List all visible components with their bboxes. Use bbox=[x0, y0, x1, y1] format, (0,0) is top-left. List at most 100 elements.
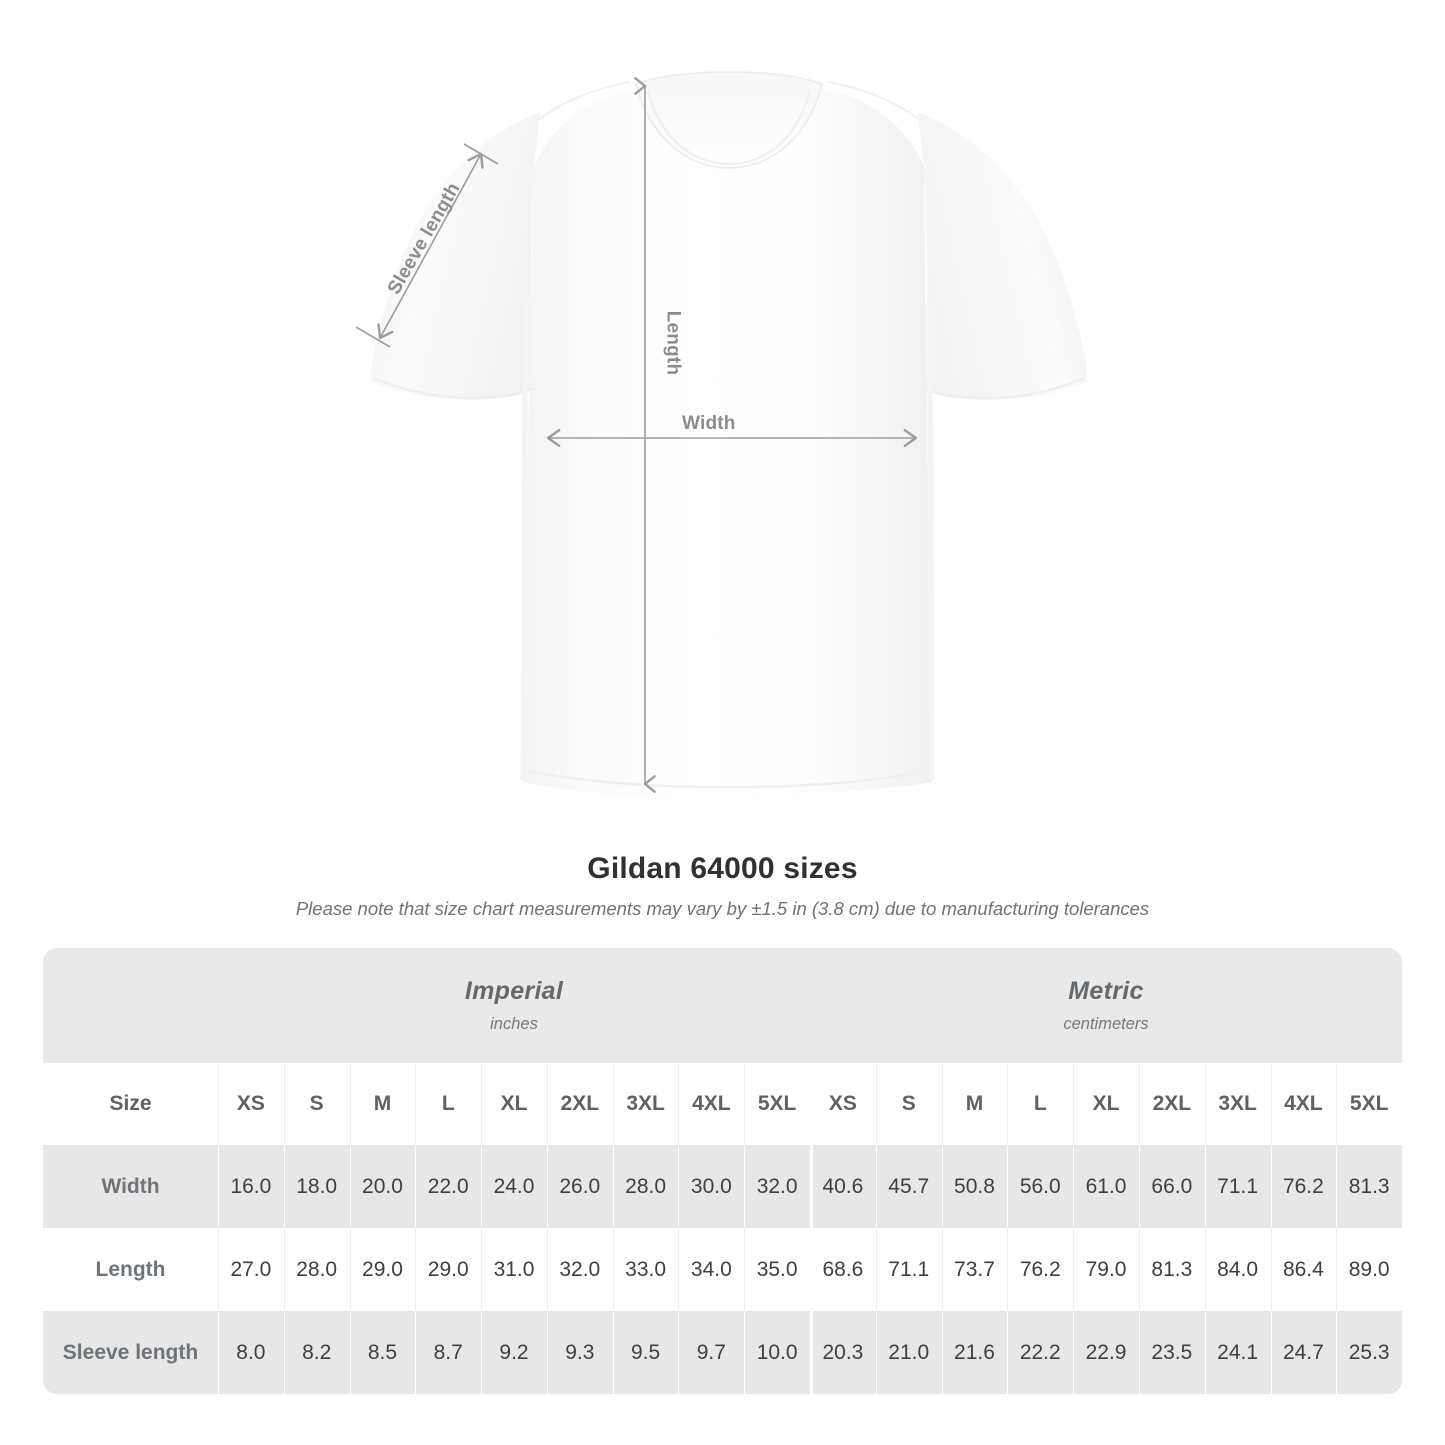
table-header-row: Size XS S M L XL 2XL 3XL 4XL 5XL XS S M … bbox=[43, 1063, 1403, 1145]
unit-sub-metric: centimeters bbox=[1063, 1015, 1149, 1033]
size-table-grid: Size XS S M L XL 2XL 3XL 4XL 5XL XS S M … bbox=[43, 1063, 1403, 1394]
cell-width-metric-xs: 40.6 bbox=[810, 1145, 876, 1228]
column-header-metric-xl: XL bbox=[1073, 1063, 1139, 1145]
cell-width-metric-4xl: 76.2 bbox=[1270, 1145, 1337, 1228]
cell-length-metric-2xl: 81.3 bbox=[1138, 1228, 1205, 1311]
column-header-metric-m: M bbox=[941, 1063, 1008, 1145]
cell-sleeve-metric-xs: 20.3 bbox=[810, 1311, 876, 1394]
column-header-metric-3xl: 3XL bbox=[1204, 1063, 1271, 1145]
cell-sleeve-metric-4xl: 24.7 bbox=[1270, 1311, 1337, 1394]
sleeve-dimension-line bbox=[355, 143, 499, 348]
tolerance-note: Please note that size chart measurements… bbox=[295, 898, 1150, 919]
row-label-length: Length bbox=[43, 1228, 218, 1311]
cell-length-imperial-s: 28.0 bbox=[283, 1228, 350, 1311]
cell-width-imperial-l: 22.0 bbox=[415, 1145, 482, 1228]
cell-sleeve-metric-m: 21.6 bbox=[941, 1311, 1008, 1394]
cell-sleeve-imperial-m: 8.5 bbox=[349, 1311, 416, 1394]
table-row-sleeve-length: Sleeve length 8.0 8.2 8.5 8.7 9.2 9.3 9.… bbox=[43, 1311, 1403, 1394]
cell-sleeve-metric-l: 22.2 bbox=[1007, 1311, 1074, 1394]
cell-sleeve-imperial-xl: 9.2 bbox=[481, 1311, 547, 1394]
cell-width-metric-5xl: 81.3 bbox=[1336, 1145, 1403, 1228]
cell-length-imperial-m: 29.0 bbox=[349, 1228, 416, 1311]
column-header-metric-4xl: 4XL bbox=[1270, 1063, 1337, 1145]
cell-sleeve-imperial-xs: 8.0 bbox=[218, 1311, 284, 1394]
cell-length-imperial-2xl: 32.0 bbox=[546, 1228, 613, 1311]
page-title: Gildan 64000 sizes bbox=[587, 852, 858, 885]
column-header-imperial-4xl: 4XL bbox=[678, 1063, 745, 1145]
cell-sleeve-imperial-3xl: 9.5 bbox=[612, 1311, 679, 1394]
cell-sleeve-metric-3xl: 24.1 bbox=[1204, 1311, 1271, 1394]
column-header-imperial-xl: XL bbox=[481, 1063, 547, 1145]
cell-length-metric-m: 73.7 bbox=[941, 1228, 1008, 1311]
cell-sleeve-metric-5xl: 25.3 bbox=[1336, 1311, 1403, 1394]
cell-width-metric-xl: 61.0 bbox=[1073, 1145, 1139, 1228]
width-label: Width bbox=[682, 413, 736, 434]
column-header-imperial-l: L bbox=[415, 1063, 482, 1145]
cell-width-imperial-2xl: 26.0 bbox=[546, 1145, 613, 1228]
unit-systems-band: Imperial inches Metric centimeters bbox=[43, 948, 1402, 1063]
cell-width-imperial-xl: 24.0 bbox=[481, 1145, 547, 1228]
tshirt-measurement-diagram: Sleeve length Length Width bbox=[355, 71, 1087, 796]
table-row-width: Width 16.0 18.0 20.0 22.0 24.0 26.0 28.0… bbox=[43, 1145, 1403, 1228]
cell-sleeve-imperial-5xl: 10.0 bbox=[744, 1311, 811, 1394]
cell-width-imperial-3xl: 28.0 bbox=[612, 1145, 679, 1228]
column-header-imperial-3xl: 3XL bbox=[612, 1063, 679, 1145]
unit-band-spacer bbox=[43, 948, 218, 1063]
cell-length-metric-5xl: 89.0 bbox=[1336, 1228, 1403, 1311]
cell-sleeve-imperial-s: 8.2 bbox=[283, 1311, 350, 1394]
tshirt-collar bbox=[635, 71, 823, 169]
cell-length-imperial-3xl: 33.0 bbox=[612, 1228, 679, 1311]
cell-sleeve-imperial-2xl: 9.3 bbox=[546, 1311, 613, 1394]
cell-width-imperial-s: 18.0 bbox=[283, 1145, 350, 1228]
cell-length-metric-xs: 68.6 bbox=[810, 1228, 876, 1311]
column-header-size: Size bbox=[43, 1063, 218, 1145]
cell-length-imperial-xl: 31.0 bbox=[481, 1228, 547, 1311]
cell-width-metric-3xl: 71.1 bbox=[1204, 1145, 1271, 1228]
cell-sleeve-metric-xl: 22.9 bbox=[1073, 1311, 1139, 1394]
row-label-sleeve-length: Sleeve length bbox=[43, 1311, 218, 1394]
cell-width-metric-m: 50.8 bbox=[941, 1145, 1008, 1228]
row-label-width: Width bbox=[43, 1145, 218, 1228]
column-header-imperial-5xl: 5XL bbox=[744, 1063, 811, 1145]
cell-width-metric-2xl: 66.0 bbox=[1138, 1145, 1205, 1228]
size-chart-table: Imperial inches Metric centimeters Size … bbox=[43, 948, 1403, 1394]
cell-width-imperial-m: 20.0 bbox=[349, 1145, 416, 1228]
unit-name-imperial: Imperial bbox=[464, 977, 564, 1005]
column-header-imperial-m: M bbox=[349, 1063, 416, 1145]
column-header-metric-s: S bbox=[875, 1063, 942, 1145]
cell-sleeve-metric-s: 21.0 bbox=[875, 1311, 942, 1394]
unit-section-metric: Metric centimeters bbox=[810, 948, 1402, 1063]
column-header-metric-l: L bbox=[1007, 1063, 1074, 1145]
unit-section-imperial: Imperial inches bbox=[218, 948, 810, 1063]
cell-length-metric-xl: 79.0 bbox=[1073, 1228, 1139, 1311]
column-header-metric-xs: XS bbox=[810, 1063, 876, 1145]
cell-length-imperial-5xl: 35.0 bbox=[744, 1228, 811, 1311]
cell-width-metric-s: 45.7 bbox=[875, 1145, 942, 1228]
column-header-imperial-2xl: 2XL bbox=[546, 1063, 613, 1145]
length-label: Length bbox=[662, 310, 684, 376]
column-header-metric-5xl: 5XL bbox=[1336, 1063, 1403, 1145]
cell-width-metric-l: 56.0 bbox=[1007, 1145, 1074, 1228]
cell-width-imperial-5xl: 32.0 bbox=[744, 1145, 811, 1228]
unit-sub-imperial: inches bbox=[490, 1015, 538, 1033]
cell-sleeve-imperial-4xl: 9.7 bbox=[678, 1311, 745, 1394]
cell-sleeve-imperial-l: 8.7 bbox=[415, 1311, 482, 1394]
tshirt-left-sleeve bbox=[371, 112, 540, 400]
cell-length-metric-3xl: 84.0 bbox=[1204, 1228, 1271, 1311]
cell-length-metric-l: 76.2 bbox=[1007, 1228, 1074, 1311]
column-header-imperial-xs: XS bbox=[218, 1063, 284, 1145]
cell-length-metric-s: 71.1 bbox=[875, 1228, 942, 1311]
cell-sleeve-metric-2xl: 23.5 bbox=[1138, 1311, 1205, 1394]
table-row-length: Length 27.0 28.0 29.0 29.0 31.0 32.0 33.… bbox=[43, 1228, 1403, 1311]
cell-width-imperial-4xl: 30.0 bbox=[678, 1145, 745, 1228]
tshirt-right-sleeve bbox=[918, 112, 1087, 400]
cell-length-imperial-4xl: 34.0 bbox=[678, 1228, 745, 1311]
cell-length-metric-4xl: 86.4 bbox=[1270, 1228, 1337, 1311]
unit-name-metric: Metric bbox=[1068, 977, 1144, 1005]
column-header-metric-2xl: 2XL bbox=[1138, 1063, 1205, 1145]
cell-width-imperial-xs: 16.0 bbox=[218, 1145, 284, 1228]
cell-length-imperial-l: 29.0 bbox=[415, 1228, 482, 1311]
column-header-imperial-s: S bbox=[283, 1063, 350, 1145]
cell-length-imperial-xs: 27.0 bbox=[218, 1228, 284, 1311]
